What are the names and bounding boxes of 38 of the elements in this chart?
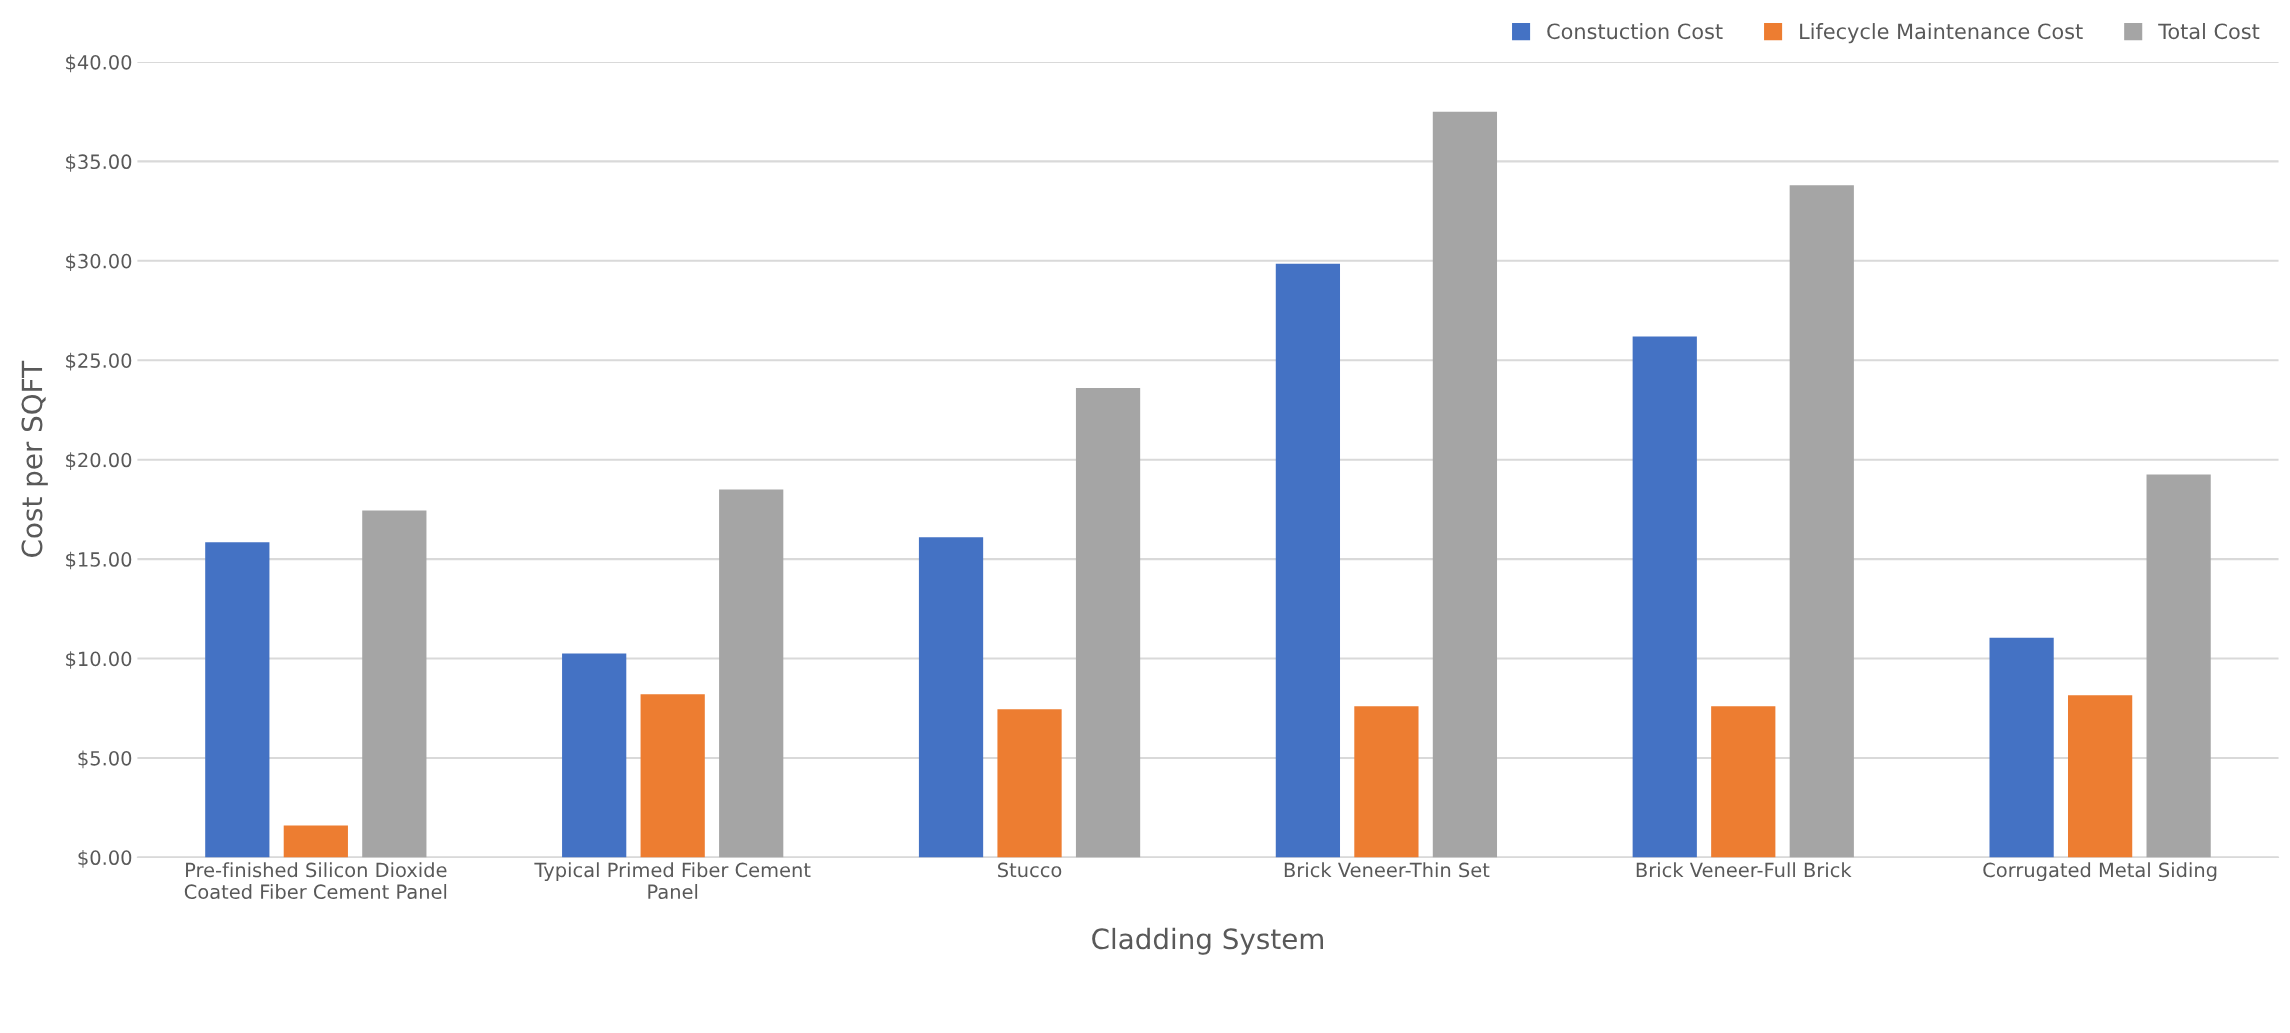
x-tick-label: Corrugated Metal Siding	[1983, 862, 2217, 882]
legend-label: Total Cost	[2158, 23, 2260, 40]
bar	[1711, 706, 1776, 858]
bar	[997, 709, 1062, 858]
y-tick-label: $25.00	[66, 352, 132, 371]
bar	[1432, 111, 1498, 858]
bar	[1075, 388, 1141, 858]
y-tick-label: $10.00	[66, 651, 132, 669]
bar	[1632, 336, 1697, 858]
bar	[205, 542, 270, 858]
bar	[1354, 706, 1419, 858]
x-axis-title: Cladding System	[1092, 927, 1323, 955]
bar	[362, 510, 427, 858]
y-tick-label: $20.00	[66, 452, 132, 470]
y-tick-label: $35.00	[66, 154, 132, 172]
bar	[2068, 695, 2133, 858]
bar	[918, 537, 984, 858]
y-tick-label: $30.00	[66, 253, 132, 272]
bar	[283, 825, 348, 858]
x-tick-label: Brick Veneer-Full Brick	[1636, 862, 1852, 878]
bar	[1275, 263, 1341, 858]
legend-label: Lifecycle Maintenance Cost	[1800, 23, 2083, 44]
x-tick-label: Pre-finished Silicon Dioxide Coated Fiber Cement Panel	[184, 862, 447, 900]
bar	[562, 653, 627, 858]
y-tick-label: $15.00	[66, 551, 132, 570]
y-tick-label: $5.00	[78, 750, 132, 769]
bar	[719, 489, 784, 858]
bar	[640, 694, 705, 858]
bar	[1789, 185, 1854, 858]
y-tick-label: $0.00	[78, 850, 132, 868]
legend-label: Constuction Cost	[1547, 23, 1723, 40]
x-tick-label: Typical Primed Fiber Cement Panel	[534, 862, 811, 900]
y-tick-label: $40.00	[66, 54, 132, 73]
x-tick-label: Stucco	[998, 862, 1062, 878]
bar	[1989, 637, 2054, 858]
y-axis-title: Cost per SQFT	[21, 360, 48, 557]
bar	[2146, 474, 2211, 858]
x-tick-label: Brick Veneer-Thin Set	[1284, 862, 1490, 878]
